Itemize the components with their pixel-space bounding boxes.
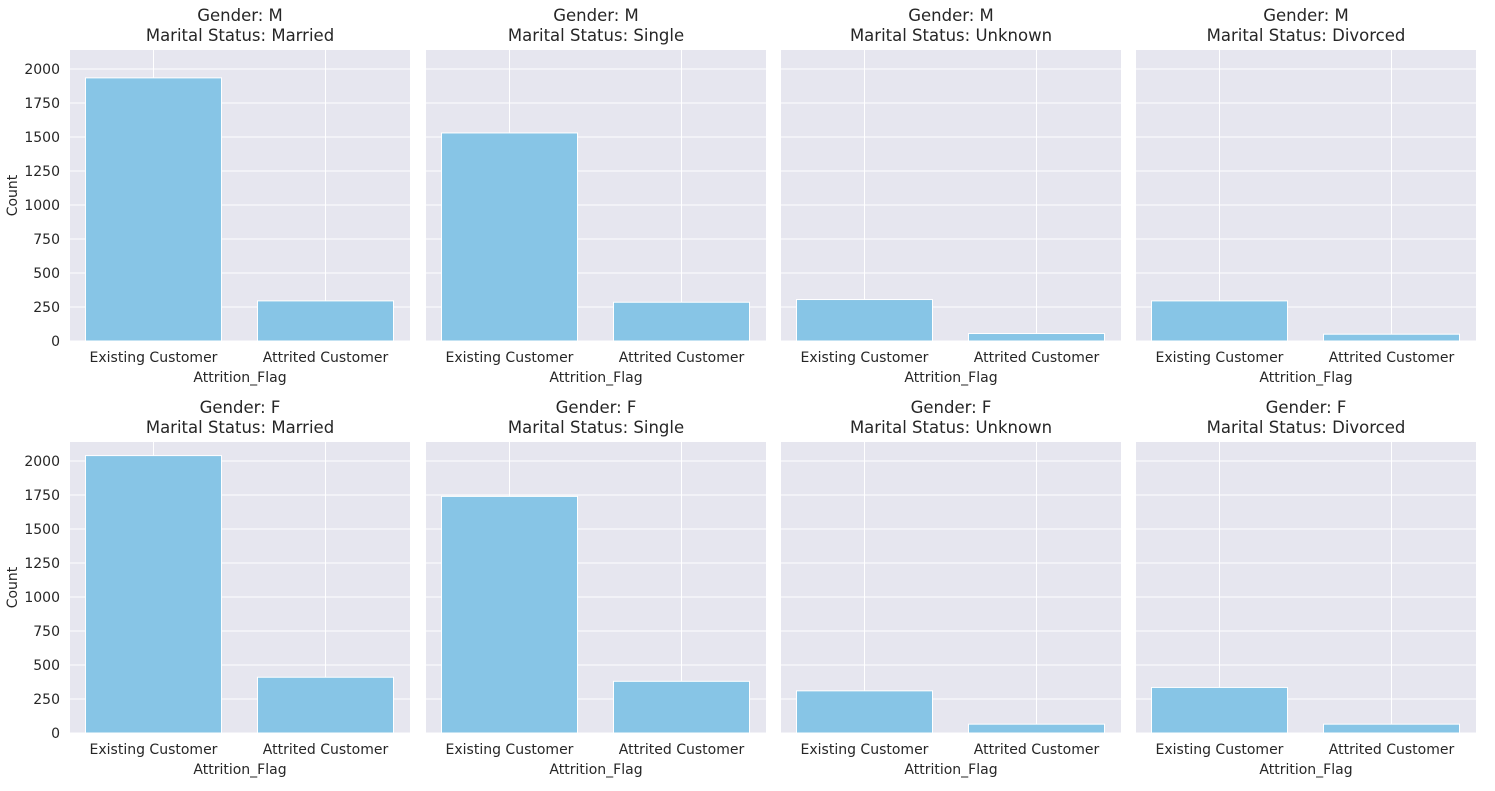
x-tick-label: Existing Customer: [446, 350, 574, 366]
bar-existing-customer: [796, 690, 933, 734]
y-tick-label: 1750: [24, 488, 60, 504]
y-tick-label: 0: [51, 726, 60, 742]
panel-title-marital-status: Marital Status: Unknown: [850, 418, 1052, 437]
y-tick-label: 500: [33, 658, 60, 674]
facet-panel: Existing Customer Attrited Customer Attrit…: [426, 6, 766, 386]
panel-title-gender: Gender: M: [197, 6, 283, 25]
x-tick-label: Attrited Customer: [974, 742, 1100, 758]
x-tick-label: Existing Customer: [801, 742, 929, 758]
panel-title-marital-status: Marital Status: Divorced: [1207, 26, 1406, 45]
x-tick-label: Existing Customer: [1156, 350, 1284, 366]
x-tick-label: Attrited Customer: [1329, 742, 1455, 758]
bar-attrited-customer: [968, 333, 1105, 342]
bar-attrited-customer: [257, 676, 394, 734]
facet-panel: Existing Customer Attrited Customer Attrit…: [1136, 398, 1476, 778]
panel-title-marital-status: Marital Status: Married: [146, 26, 334, 45]
panel-title-marital-status: Marital Status: Married: [146, 418, 334, 437]
panel-background: [781, 442, 1121, 733]
facet-panel: Existing Customer Attrited Customer Attrit…: [1136, 6, 1476, 386]
x-axis-label: Attrition_Flag: [193, 370, 286, 386]
x-tick-label: Existing Customer: [1156, 742, 1284, 758]
bar-attrited-customer: [1323, 723, 1460, 734]
x-axis-label: Attrition_Flag: [904, 762, 997, 778]
panel-title-gender: Gender: M: [553, 6, 639, 25]
x-tick-label: Existing Customer: [446, 742, 574, 758]
x-tick-label: Existing Customer: [801, 350, 929, 366]
bar-attrited-customer: [613, 301, 750, 342]
facet-panel: Existing Customer Attrited Customer Attrit…: [5, 398, 410, 778]
y-tick-label: 250: [33, 300, 60, 316]
x-axis-label: Attrition_Flag: [1259, 762, 1352, 778]
y-tick-label: 1500: [24, 130, 60, 146]
y-tick-label: 0: [51, 334, 60, 350]
bar-existing-customer: [1151, 300, 1288, 342]
bar-existing-customer: [796, 299, 933, 342]
panel-background: [781, 50, 1121, 341]
y-tick-label: 1500: [24, 522, 60, 538]
facet-panel: Existing Customer Attrited Customer Attrit…: [5, 6, 410, 386]
facet-panel: Existing Customer Attrited Customer Attrit…: [781, 6, 1121, 386]
bar-attrited-customer: [1323, 333, 1460, 342]
y-tick-label: 2000: [24, 62, 60, 78]
panel-title-marital-status: Marital Status: Single: [508, 26, 684, 45]
x-axis-label: Attrition_Flag: [904, 370, 997, 386]
y-tick-label: 1000: [24, 198, 60, 214]
x-tick-label: Attrited Customer: [263, 742, 389, 758]
bar-existing-customer: [85, 455, 222, 734]
x-axis-label: Attrition_Flag: [1259, 370, 1352, 386]
bar-existing-customer: [85, 77, 222, 342]
panel-title-gender: Gender: F: [911, 398, 992, 417]
bar-existing-customer: [441, 132, 578, 342]
x-axis-label: Attrition_Flag: [549, 370, 642, 386]
x-tick-label: Attrited Customer: [263, 350, 389, 366]
x-tick-label: Attrited Customer: [619, 742, 745, 758]
x-tick-label: Existing Customer: [90, 742, 218, 758]
y-tick-label: 250: [33, 692, 60, 708]
panel-title-marital-status: Marital Status: Unknown: [850, 26, 1052, 45]
panel-title-gender: Gender: M: [908, 6, 994, 25]
y-tick-label: 1250: [24, 556, 60, 572]
panel-title-marital-status: Marital Status: Divorced: [1207, 418, 1406, 437]
y-tick-label: 1750: [24, 96, 60, 112]
y-tick-label: 750: [33, 232, 60, 248]
y-tick-label: 1000: [24, 590, 60, 606]
panel-title-gender: Gender: M: [1263, 6, 1349, 25]
facet-panel: Existing Customer Attrited Customer Attrit…: [781, 398, 1121, 778]
x-tick-label: Attrited Customer: [1329, 350, 1455, 366]
x-tick-label: Existing Customer: [90, 350, 218, 366]
bar-attrited-customer: [613, 680, 750, 734]
panel-title-gender: Gender: F: [1266, 398, 1347, 417]
y-axis-label: Count: [5, 566, 21, 608]
x-axis-label: Attrition_Flag: [193, 762, 286, 778]
y-axis-label: Count: [5, 174, 21, 216]
panel-background: [1136, 442, 1476, 733]
panel-background: [1136, 50, 1476, 341]
bar-attrited-customer: [968, 723, 1105, 734]
bar-existing-customer: [1151, 686, 1288, 734]
facet-panel: Existing Customer Attrited Customer Attrit…: [426, 398, 766, 778]
x-tick-label: Attrited Customer: [619, 350, 745, 366]
panel-title-gender: Gender: F: [556, 398, 637, 417]
y-tick-label: 2000: [24, 454, 60, 470]
y-tick-label: 500: [33, 266, 60, 282]
bar-attrited-customer: [257, 300, 394, 342]
panel-title-marital-status: Marital Status: Single: [508, 418, 684, 437]
x-axis-label: Attrition_Flag: [549, 762, 642, 778]
panel-title-gender: Gender: F: [200, 398, 281, 417]
y-tick-label: 750: [33, 624, 60, 640]
x-tick-label: Attrited Customer: [974, 350, 1100, 366]
bar-existing-customer: [441, 495, 578, 734]
y-tick-label: 1250: [24, 164, 60, 180]
